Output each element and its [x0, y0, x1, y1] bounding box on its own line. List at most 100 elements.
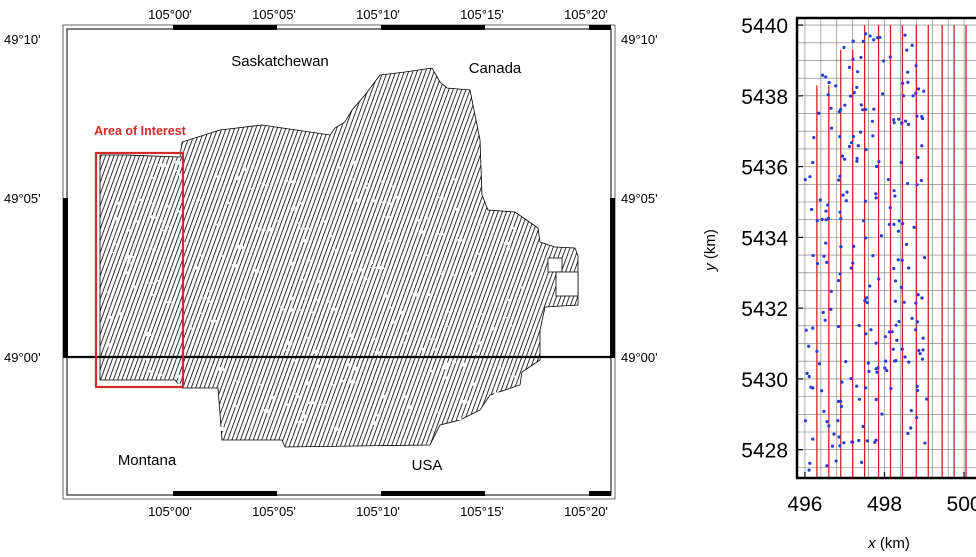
shot-point — [864, 386, 868, 390]
shot-point — [805, 371, 809, 375]
shot-point — [851, 261, 855, 265]
shot-point — [887, 222, 891, 227]
shot-point — [915, 384, 919, 388]
coverage-gap — [110, 226, 114, 229]
coverage-gap — [145, 245, 149, 249]
shot-point — [829, 106, 833, 110]
coverage-gap — [457, 238, 463, 242]
coverage-gap — [330, 308, 337, 311]
coverage-gap — [518, 286, 525, 289]
shot-point — [855, 159, 859, 163]
coverage-gap — [228, 429, 231, 431]
coverage-gap — [409, 246, 412, 249]
coverage-gap — [346, 362, 353, 367]
coverage-gap — [441, 366, 447, 370]
shot-point — [865, 300, 869, 305]
coverage-gap — [149, 294, 154, 296]
coverage-gap — [297, 421, 304, 424]
coverage-gap — [355, 198, 360, 202]
shot-point — [920, 296, 924, 300]
coverage-gap — [445, 362, 451, 366]
shot-point — [876, 36, 880, 40]
shot-point — [863, 298, 867, 303]
shot-point — [922, 256, 927, 260]
shot-point — [871, 134, 875, 138]
coverage-gap — [427, 293, 431, 296]
coverage-gap — [422, 347, 426, 352]
coverage-gap — [351, 279, 354, 284]
shot-point — [892, 121, 896, 125]
shot-point — [808, 461, 812, 465]
shot-point — [893, 279, 898, 283]
coverage-gap — [393, 320, 396, 325]
shot-point — [919, 178, 923, 183]
coverage-gap — [162, 229, 168, 232]
y-tick-label: 5430 — [741, 369, 788, 392]
shot-point — [849, 376, 853, 381]
coverage-gap — [162, 220, 166, 222]
shot-point — [892, 266, 896, 271]
coverage-gap — [149, 177, 155, 179]
shot-point — [837, 435, 841, 439]
shot-point — [907, 360, 911, 364]
coverage-gap — [189, 302, 193, 304]
survey-map: 105°00' 105°05' 105°10' 105°15' 105°20' 105°… — [4, 7, 658, 519]
shot-point — [844, 360, 848, 364]
lat-tick-label: 49°10' — [4, 32, 41, 47]
shot-point — [849, 94, 853, 98]
shot-point — [852, 90, 856, 95]
coverage-gap — [308, 227, 313, 231]
shot-point — [874, 164, 879, 169]
shot-point — [829, 289, 833, 293]
coverage-gap — [440, 196, 444, 200]
coverage-gap — [330, 384, 336, 386]
y-axis-label: y (km) — [702, 229, 719, 272]
shot-point — [865, 439, 869, 443]
coverage-gap — [358, 268, 364, 272]
coverage-gap — [304, 298, 307, 300]
coverage-gap — [416, 218, 420, 222]
coverage-gap — [450, 273, 456, 276]
shot-point — [861, 108, 865, 112]
coverage-gap — [310, 311, 314, 314]
shot-point — [872, 107, 876, 111]
coverage-gap — [296, 395, 301, 398]
coverage-gap — [317, 364, 322, 369]
coverage-gap — [507, 298, 511, 302]
shot-point — [870, 119, 875, 123]
coverage-gap — [349, 379, 356, 384]
x-tick-labels: 496 498 500 — [787, 472, 976, 516]
lat-tick-label: 49°00' — [4, 350, 41, 365]
coverage-gap — [221, 318, 224, 322]
coverage-gap — [374, 351, 380, 355]
shot-point — [899, 160, 903, 165]
shot-point — [886, 177, 890, 182]
shot-point — [824, 218, 828, 222]
shot-point — [815, 218, 819, 223]
coverage-gap — [261, 229, 266, 231]
shot-point — [877, 277, 881, 281]
shot-point — [829, 307, 833, 311]
shot-point — [859, 103, 863, 107]
coverage-gap — [363, 276, 368, 281]
coverage-gap — [116, 217, 120, 222]
shot-point — [874, 192, 878, 196]
shot-point — [820, 217, 824, 221]
coverage-gap — [389, 185, 395, 188]
shot-point — [821, 310, 825, 315]
survey-area — [99, 67, 579, 448]
shot-point — [843, 157, 847, 161]
coverage-gap — [231, 264, 238, 268]
shot-point — [850, 440, 854, 444]
shot-point — [861, 219, 866, 223]
lon-tick-label: 105°10' — [356, 504, 400, 519]
coverage-gap — [268, 227, 272, 232]
montana-label: Montana — [118, 452, 177, 469]
coverage-gap — [314, 349, 320, 354]
shot-point — [910, 43, 914, 47]
shot-point — [920, 144, 924, 148]
coverage-gap — [491, 418, 494, 422]
shot-point — [914, 91, 918, 95]
shot-point — [815, 349, 819, 353]
coverage-gap — [383, 408, 387, 410]
